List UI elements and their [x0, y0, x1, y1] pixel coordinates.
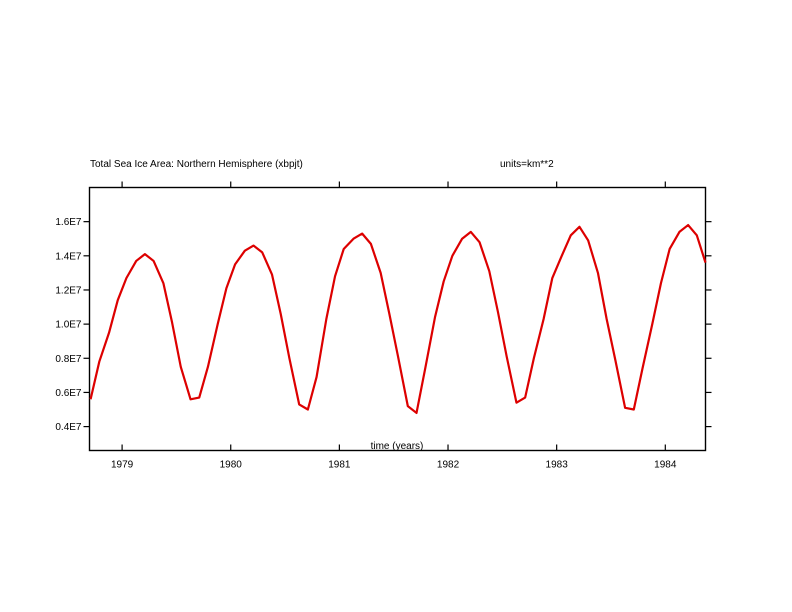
units-label: units=km**2 — [500, 159, 554, 170]
x-tick-label: 1980 — [220, 460, 243, 471]
axis-ticks: 1979 1980 1981 1982 1983 1984 0.4E7 0.6E7 0.8E7 1… — [55, 181, 712, 471]
y-tick-label: 1.4E7 — [55, 251, 82, 262]
y-tick-label: 0.8E7 — [55, 354, 82, 365]
x-axis-label: time (years) — [371, 441, 424, 452]
chart-title: Total Sea Ice Area: Northern Hemisphere … — [90, 159, 303, 170]
y-tick-label: 1.0E7 — [55, 320, 82, 331]
y-tick-label: 1.2E7 — [55, 285, 82, 296]
x-tick-label: 1979 — [111, 460, 134, 471]
plot-frame — [88, 186, 707, 452]
y-tick-label: 0.4E7 — [55, 422, 82, 433]
y-tick-label: 1.6E7 — [55, 217, 82, 228]
series-line — [89, 223, 707, 415]
x-tick-label: 1983 — [546, 460, 569, 471]
x-tick-label: 1984 — [654, 460, 677, 471]
x-tick-label: 1982 — [437, 460, 460, 471]
y-tick-label: 0.6E7 — [55, 388, 82, 399]
x-tick-label: 1981 — [328, 460, 351, 471]
